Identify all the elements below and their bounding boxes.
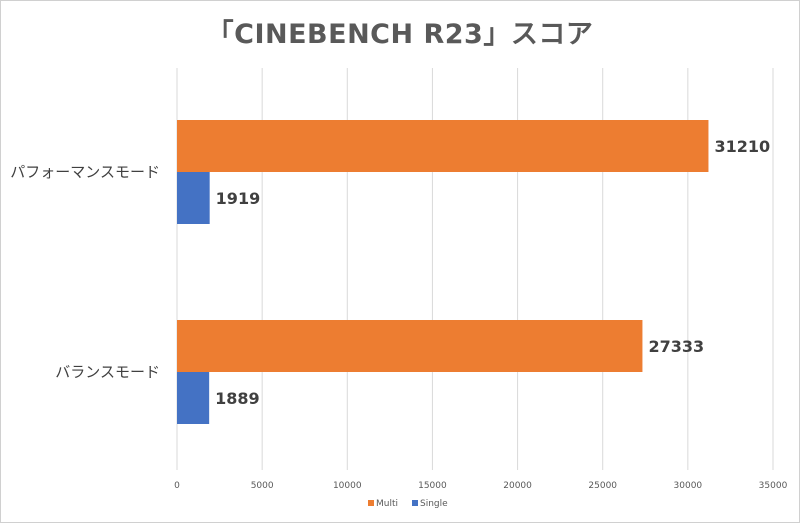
legend-label-multi: Multi <box>376 499 398 509</box>
x-tick-label-30000: 30000 <box>674 481 703 491</box>
data-label-single-1: 1889 <box>215 389 260 408</box>
data-label-single-0: 1919 <box>216 189 261 208</box>
x-tick-label-25000: 25000 <box>588 481 617 491</box>
category-label-0: パフォーマンスモード <box>10 163 160 181</box>
bar-multi-1 <box>177 320 643 372</box>
data-label-multi-0: 31210 <box>714 137 770 156</box>
x-tick-label-20000: 20000 <box>503 481 532 491</box>
chart-title: 「CINEBENCH R23」スコア <box>206 19 594 50</box>
x-tick-label-15000: 15000 <box>418 481 447 491</box>
x-tick-label-10000: 10000 <box>333 481 362 491</box>
bar-single-1 <box>177 372 210 424</box>
legend-swatch-single <box>412 500 418 506</box>
x-tick-label-5000: 5000 <box>251 481 274 491</box>
x-tick-label-35000: 35000 <box>759 481 788 491</box>
x-tick-label-0: 0 <box>174 481 180 491</box>
bar-single-0 <box>177 172 210 224</box>
legend-label-single: Single <box>420 499 448 509</box>
data-label-multi-1: 27333 <box>648 337 704 356</box>
bar-multi-0 <box>177 120 709 172</box>
legend-swatch-multi <box>368 500 374 506</box>
category-label-1: バランスモード <box>55 363 160 381</box>
